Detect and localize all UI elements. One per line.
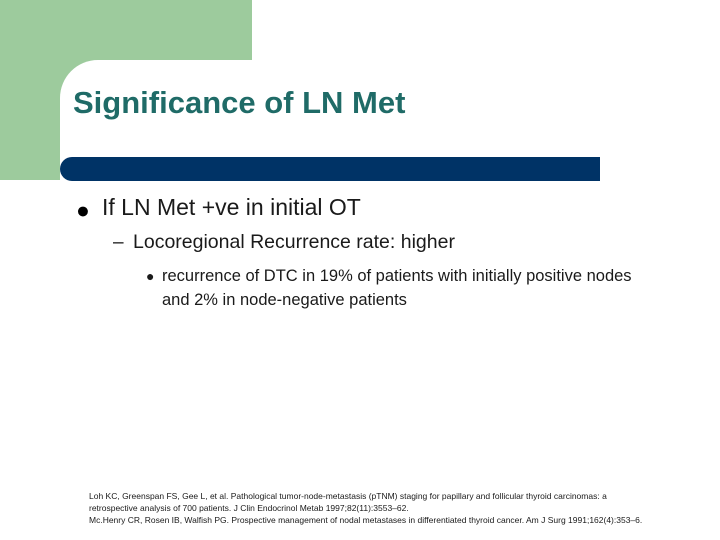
bullet-dot-small-icon: ● [146, 268, 155, 284]
reference-item: Loh KC, Greenspan FS, Gee L, et al. Path… [89, 491, 607, 513]
slide-title: Significance of LN Met [73, 85, 406, 120]
bullet-dot-icon: ● [76, 197, 90, 223]
title-underline-bar [60, 157, 600, 181]
bullet-level1-text: If LN Met +ve in initial OT [102, 194, 361, 220]
content-panel [60, 60, 720, 540]
bullet-level2-text: Locoregional Recurrence rate: higher [133, 231, 455, 253]
reference-item: Mc.Henry CR, Rosen IB, Walfish PG. Prosp… [89, 515, 643, 525]
bullet-level3-text: recurrence of DTC in 19% of patients wit… [162, 267, 632, 309]
dash-bullet-icon: – [113, 232, 124, 253]
references-block: Loh KC, Greenspan FS, Gee L, et al. Path… [89, 490, 649, 526]
